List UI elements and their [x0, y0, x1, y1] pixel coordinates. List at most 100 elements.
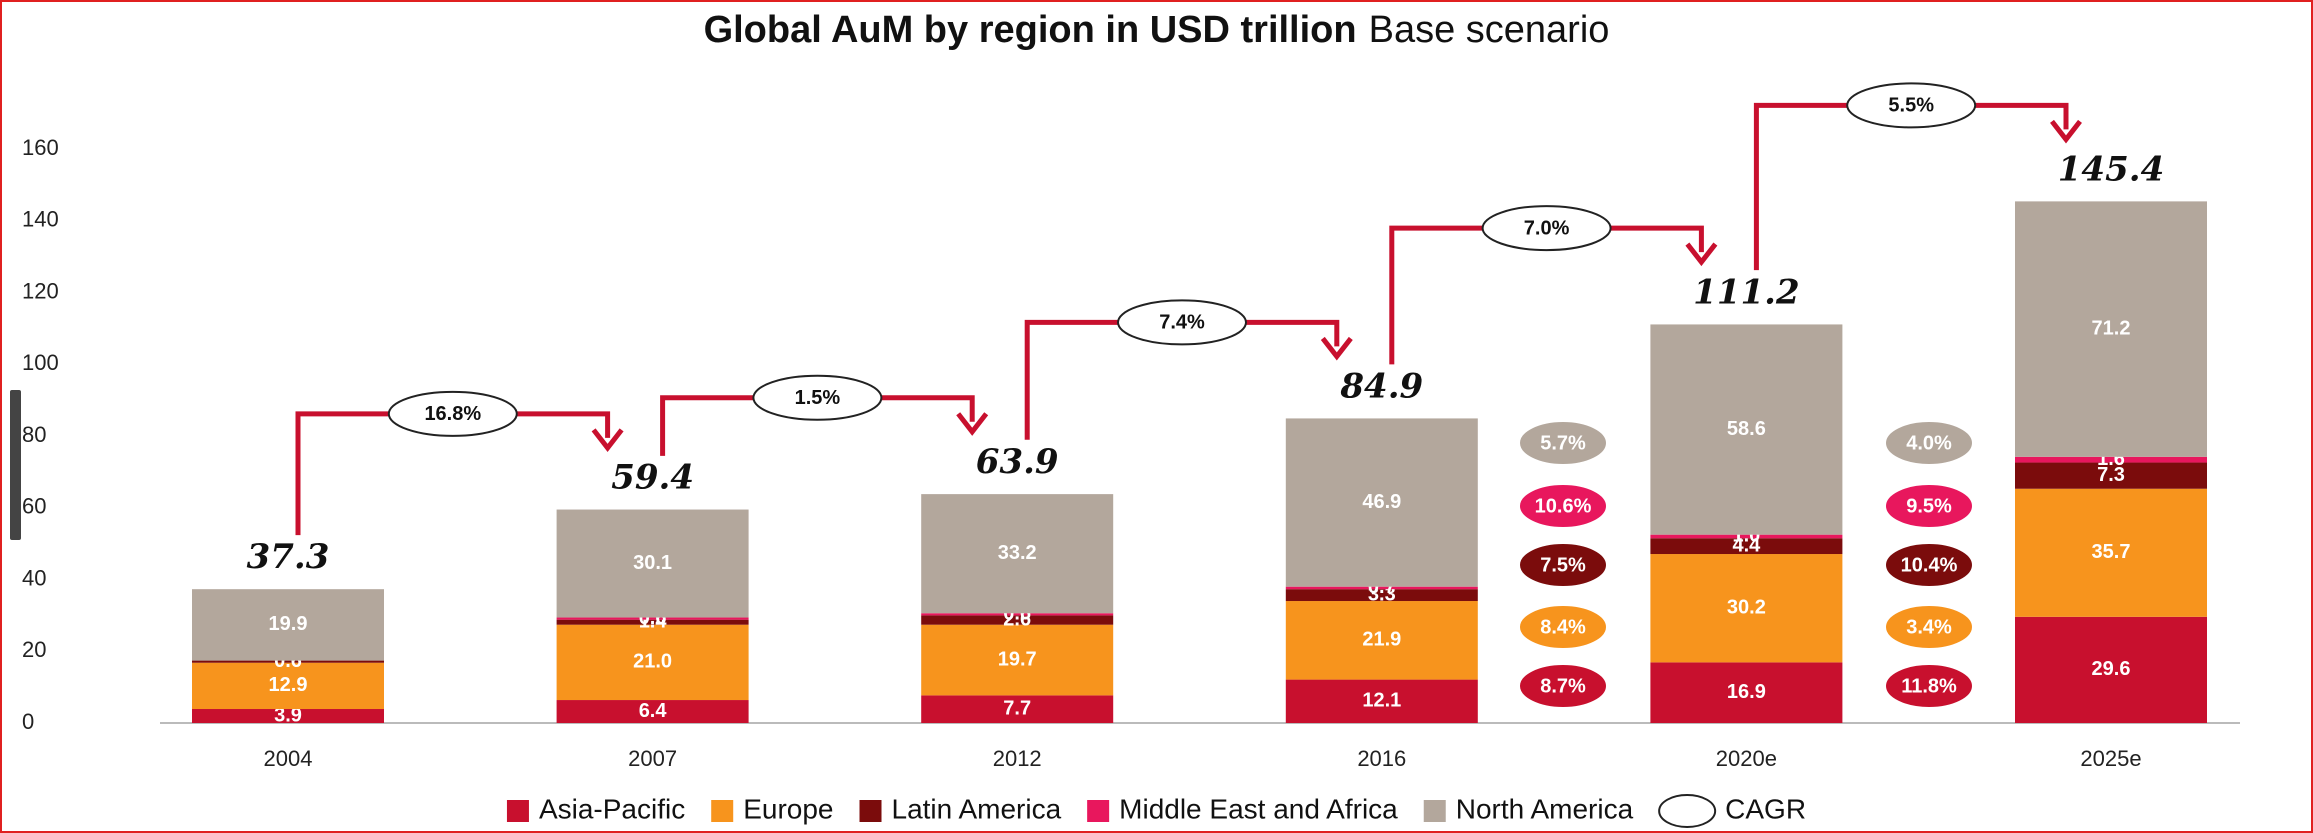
segment-label: 33.2: [998, 542, 1037, 564]
legend-swatch: [1087, 800, 1110, 822]
legend-label: Latin America: [892, 793, 1062, 824]
segment-label: 7.3: [2097, 464, 2125, 486]
segment-label: 30.2: [1727, 596, 1766, 618]
total-label: 59.4: [611, 458, 694, 498]
region-cagr-bubble: [1518, 483, 1608, 529]
segment-label: 29.6: [2092, 658, 2131, 680]
cagr-label: 7.4%: [1159, 312, 1205, 334]
segment-label: 35.7: [2092, 541, 2131, 563]
segment-label: 71.2: [2092, 317, 2131, 339]
bar-segment: [2015, 488, 2207, 617]
bar-segment: [1285, 601, 1478, 680]
bar-segment: [556, 700, 749, 723]
bar-segment: [1650, 534, 1843, 539]
region-cagr-label: 8.7%: [1540, 675, 1586, 697]
x-tick-label: 2025e: [2080, 746, 2141, 771]
cagr-arrowhead: [2050, 119, 2082, 144]
region-cagr-bubble: [1884, 420, 1974, 466]
region-cagr-label: 10.4%: [1901, 554, 1958, 576]
segment-label: 6.4: [639, 700, 668, 722]
bar-segment: [556, 624, 749, 701]
legend-label: CAGR: [1725, 793, 1806, 824]
y-tick-label: 40: [22, 565, 46, 590]
bar-segment: [556, 619, 749, 625]
legend: Asia-Pacific Europe Latin America Middle Ea…: [506, 793, 1806, 828]
segment-label: 30.1: [633, 552, 672, 574]
bar-segment: [2015, 462, 2207, 489]
bar-segment: [2015, 616, 2207, 723]
x-tick-label: 2016: [1357, 746, 1406, 771]
segment-label: 12.1: [1362, 690, 1401, 712]
cagr-label: 7.0%: [1524, 217, 1570, 239]
bar-segment: [1650, 538, 1843, 555]
cagr-arrowhead: [591, 428, 624, 452]
side-handle: [10, 390, 21, 540]
legend-label: Asia-Pacific: [539, 793, 685, 824]
bar-segment: [192, 660, 384, 663]
legend-cagr-symbol: [1658, 794, 1717, 828]
total-label: 145.4: [2058, 149, 2164, 189]
x-tick-label: 2020e: [1716, 746, 1777, 771]
bar-segment: [192, 662, 384, 710]
region-cagr-bubble: [1884, 483, 1974, 529]
segment-label: 12.9: [269, 674, 308, 696]
legend-swatch: [1423, 800, 1446, 822]
region-cagr-label: 4.0%: [1906, 432, 1952, 454]
bar-segment: [192, 709, 384, 723]
segment-label: 21.9: [1362, 629, 1401, 651]
x-tick-label: 2004: [264, 746, 313, 771]
legend-swatch: [506, 800, 529, 822]
bar-segment: [1650, 324, 1843, 535]
region-cagr-label: 5.7%: [1540, 432, 1586, 454]
y-tick-label: 0: [22, 709, 34, 734]
legend-swatch: [859, 800, 882, 822]
legend-label: Middle East and Africa: [1119, 793, 1398, 824]
bar-segment: [1650, 662, 1843, 723]
y-tick-label: 160: [22, 135, 59, 160]
x-tick-label: 2007: [628, 746, 677, 771]
chart-title: Global AuM by region in USD trillion: [704, 9, 1357, 51]
bar-segment: [1650, 554, 1843, 663]
region-cagr-label: 3.4%: [1906, 616, 1952, 638]
y-tick-label: 80: [22, 422, 46, 447]
segment-label: 19.9: [269, 613, 308, 635]
bar-segment: [921, 695, 1114, 723]
x-tick-label: 2012: [993, 746, 1042, 771]
y-tick-label: 140: [22, 207, 59, 232]
bar-segment: [192, 589, 384, 661]
segment-label: 3.9: [274, 704, 302, 726]
segment-label: 21.0: [633, 651, 672, 673]
bar-segment: [556, 617, 749, 620]
bar-segment: [2015, 201, 2207, 457]
legend-label: North America: [1456, 793, 1634, 824]
cagr-arrowhead: [1685, 242, 1718, 267]
bar-segment: [921, 494, 1114, 614]
bar-segment: [1285, 586, 1478, 590]
segment-label: 16.9: [1727, 681, 1766, 703]
cagr-bubble: [752, 374, 883, 421]
region-cagr-label: 10.6%: [1535, 495, 1592, 517]
segment-label: 46.9: [1362, 491, 1401, 513]
segment-label: 19.7: [998, 648, 1037, 670]
region-cagr-label: 9.5%: [1906, 495, 1952, 517]
bar-segment: [2015, 456, 2207, 463]
bar-segment: [556, 509, 749, 618]
y-tick-label: 120: [22, 278, 59, 303]
total-label: 37.3: [247, 537, 330, 577]
legend-swatch: [711, 800, 734, 822]
cagr-bubble: [1481, 205, 1612, 252]
cagr-bubble: [1846, 82, 1977, 129]
cagr-bubble: [387, 390, 518, 437]
segment-label: 4.4: [1732, 534, 1761, 556]
segment-label: 7.7: [1003, 697, 1031, 719]
region-cagr-label: 7.5%: [1540, 554, 1586, 576]
bar-segment: [1285, 589, 1478, 602]
cagr-label: 1.5%: [795, 387, 841, 409]
cagr-bubble: [1117, 299, 1247, 346]
total-label: 63.9: [976, 442, 1059, 482]
region-cagr-label: 8.4%: [1540, 616, 1586, 638]
cagr-arrowhead: [1320, 336, 1353, 361]
bar-segment: [921, 613, 1114, 616]
total-label: 111.2: [1693, 272, 1799, 312]
